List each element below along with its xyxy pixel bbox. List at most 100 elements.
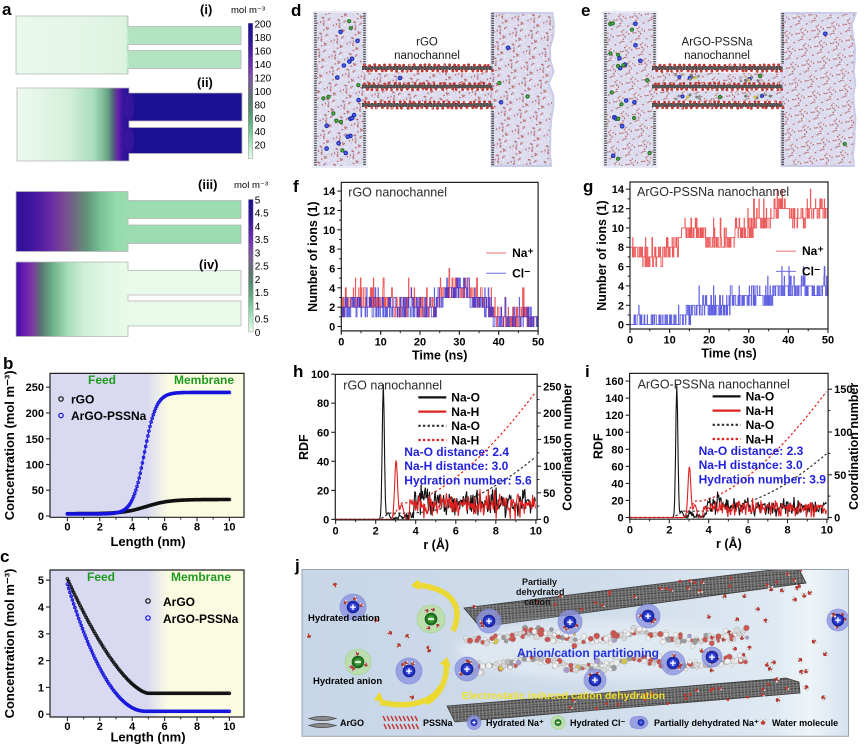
svg-text:60: 60	[255, 114, 267, 125]
svg-text:4: 4	[255, 222, 261, 233]
svg-text:140: 140	[605, 393, 623, 405]
svg-text:Na-H distance: 3.0: Na-H distance: 3.0	[699, 458, 803, 472]
svg-text:80: 80	[611, 444, 623, 456]
svg-text:Hydrated Na⁺: Hydrated Na⁺	[486, 718, 544, 728]
svg-text:4.5: 4.5	[255, 209, 269, 220]
svg-text:nanochannel: nanochannel	[684, 50, 750, 62]
svg-text:Feed: Feed	[87, 570, 115, 584]
svg-text:4: 4	[129, 521, 136, 533]
svg-text:150: 150	[26, 434, 44, 446]
svg-text:2: 2	[97, 521, 103, 533]
svg-text:r (Å): r (Å)	[716, 536, 742, 551]
svg-text:mol m⁻³: mol m⁻³	[231, 5, 265, 16]
svg-text:+: +	[406, 666, 412, 678]
svg-text:30: 30	[743, 335, 755, 347]
svg-text:0: 0	[38, 709, 44, 721]
svg-text:Number of ions (1): Number of ions (1)	[595, 200, 609, 310]
svg-text:50: 50	[834, 470, 846, 482]
svg-text:rGO: rGO	[71, 393, 94, 407]
svg-text:4: 4	[618, 281, 625, 293]
svg-text:+: +	[645, 611, 651, 623]
svg-text:Na-O: Na-O	[451, 391, 480, 405]
svg-text:120: 120	[255, 73, 272, 84]
svg-text:ArGO-PSSNa: ArGO-PSSNa	[163, 612, 239, 626]
svg-text:Length (nm): Length (nm)	[110, 730, 185, 745]
svg-text:Hydrated Cl⁻: Hydrated Cl⁻	[570, 718, 626, 728]
svg-text:rGO nanochannel: rGO nanochannel	[348, 185, 447, 199]
svg-text:ArGO-PSSNa: ArGO-PSSNa	[71, 409, 147, 423]
svg-text:4: 4	[706, 525, 713, 537]
svg-text:4: 4	[38, 602, 45, 614]
svg-text:PSSNa: PSSNa	[423, 718, 454, 728]
svg-text:a: a	[2, 0, 12, 19]
svg-text:100: 100	[26, 460, 44, 472]
svg-text:140: 140	[255, 60, 272, 71]
svg-text:Na-H: Na-H	[451, 405, 479, 419]
svg-text:80: 80	[317, 398, 329, 410]
svg-text:20: 20	[414, 336, 426, 348]
svg-text:dehydrated: dehydrated	[516, 587, 565, 597]
svg-text:Concentration (mol m⁻³): Concentration (mol m⁻³)	[2, 569, 17, 719]
svg-text:RDF: RDF	[592, 433, 606, 459]
svg-text:1: 1	[38, 682, 44, 694]
svg-text:60: 60	[317, 427, 329, 439]
svg-text:ArGO-PSSNa nanochannel: ArGO-PSSNa nanochannel	[638, 377, 790, 391]
svg-text:Cl⁻: Cl⁻	[802, 264, 820, 278]
svg-text:100: 100	[834, 427, 852, 439]
svg-text:160: 160	[255, 46, 272, 57]
svg-text:1.5: 1.5	[255, 288, 269, 299]
svg-text:+: +	[592, 675, 598, 687]
svg-text:0: 0	[64, 721, 70, 733]
svg-text:+: +	[464, 664, 470, 676]
svg-text:rGO: rGO	[416, 37, 438, 49]
svg-text:12: 12	[323, 206, 335, 218]
svg-text:Coordination number: Coordination number	[560, 383, 574, 510]
svg-text:100: 100	[605, 427, 623, 439]
svg-text:6: 6	[618, 262, 624, 274]
svg-text:Na-H: Na-H	[451, 433, 479, 447]
svg-text:10: 10	[663, 335, 675, 347]
svg-text:40: 40	[611, 478, 623, 490]
svg-text:14: 14	[323, 186, 336, 198]
svg-text:Na-O: Na-O	[451, 419, 480, 433]
svg-text:20: 20	[317, 485, 329, 497]
svg-text:Number of ions (1): Number of ions (1)	[306, 201, 320, 311]
svg-text:0: 0	[323, 514, 329, 526]
svg-text:50: 50	[822, 335, 834, 347]
svg-text:0: 0	[618, 320, 624, 332]
svg-text:Na-H distance: 3.0: Na-H distance: 3.0	[404, 459, 508, 473]
svg-text:Feed: Feed	[88, 373, 116, 387]
svg-text:200: 200	[543, 408, 561, 420]
svg-text:g: g	[583, 177, 593, 196]
svg-text:20: 20	[703, 335, 715, 347]
svg-text:+: +	[486, 616, 492, 628]
svg-text:ArGO-PSSNa: ArGO-PSSNa	[682, 37, 754, 49]
svg-text:120: 120	[605, 410, 623, 422]
svg-text:1: 1	[255, 301, 261, 312]
svg-text:Time (ns): Time (ns)	[412, 348, 467, 362]
svg-text:Anion/cation partitioning: Anion/cation partitioning	[517, 646, 659, 660]
svg-text:30: 30	[453, 336, 465, 348]
svg-text:10: 10	[375, 336, 387, 348]
svg-text:2: 2	[373, 525, 379, 537]
svg-text:8: 8	[194, 521, 200, 533]
svg-text:200: 200	[26, 408, 44, 420]
svg-text:250: 250	[543, 381, 561, 393]
svg-text:2: 2	[618, 300, 624, 312]
svg-text:80: 80	[255, 100, 267, 111]
svg-text:150: 150	[834, 384, 852, 396]
svg-text:0.5: 0.5	[255, 315, 269, 326]
svg-text:60: 60	[611, 461, 623, 473]
svg-text:150: 150	[543, 435, 561, 447]
svg-text:2: 2	[38, 656, 44, 668]
svg-text:200: 200	[255, 19, 272, 30]
svg-text:10: 10	[223, 721, 235, 733]
svg-text:0: 0	[617, 513, 623, 525]
svg-text:10: 10	[223, 521, 235, 533]
svg-text:cation: cation	[524, 597, 551, 607]
svg-text:ArGO: ArGO	[340, 718, 364, 728]
svg-text:(ii): (ii)	[197, 75, 213, 90]
svg-text:10: 10	[612, 223, 624, 235]
svg-text:+: +	[350, 602, 356, 614]
svg-text:40: 40	[317, 456, 329, 468]
